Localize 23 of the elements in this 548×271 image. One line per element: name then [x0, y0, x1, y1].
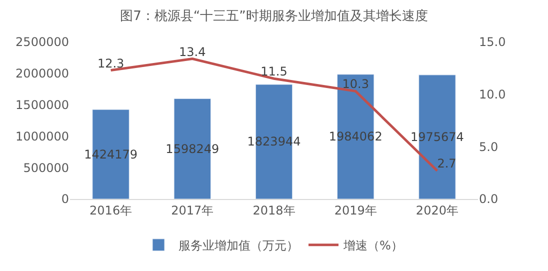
x-tick-label: 2016年 — [90, 203, 132, 218]
data-label: 10.3 — [342, 77, 369, 92]
data-label: 12.3 — [97, 56, 124, 70]
y-tick-label: 2500000 — [16, 35, 69, 50]
y-tick-label: 0 — [61, 192, 69, 206]
y-tick-label: 1500000 — [16, 98, 69, 112]
legend-label: 服务业增加值（万元） — [178, 238, 298, 253]
legend-label: 增速（%） — [342, 238, 403, 253]
data-label: 11.5 — [260, 64, 288, 79]
y2-tick-label: 15.0 — [479, 35, 506, 50]
x-tick-label: 2020年 — [416, 203, 458, 218]
x-tick-label: 2017年 — [171, 203, 214, 218]
y-tick-label: 500000 — [23, 160, 69, 175]
x-tick-label: 2018年 — [252, 203, 296, 218]
y2-tick-label: 0.0 — [479, 192, 498, 206]
data-label: 2.7 — [437, 156, 456, 171]
chart-title: 图7：桃源县“十三五”时期服务业增加值及其增长速度 — [120, 8, 428, 24]
x-tick-label: 2019年 — [334, 203, 377, 218]
y2-tick-label: 10.0 — [479, 88, 506, 102]
y-tick-label: 2000000 — [16, 66, 69, 81]
y2-tick-label: 5.0 — [479, 140, 498, 154]
y-tick-label: 1000000 — [16, 129, 69, 144]
data-label: 13.4 — [179, 44, 206, 59]
